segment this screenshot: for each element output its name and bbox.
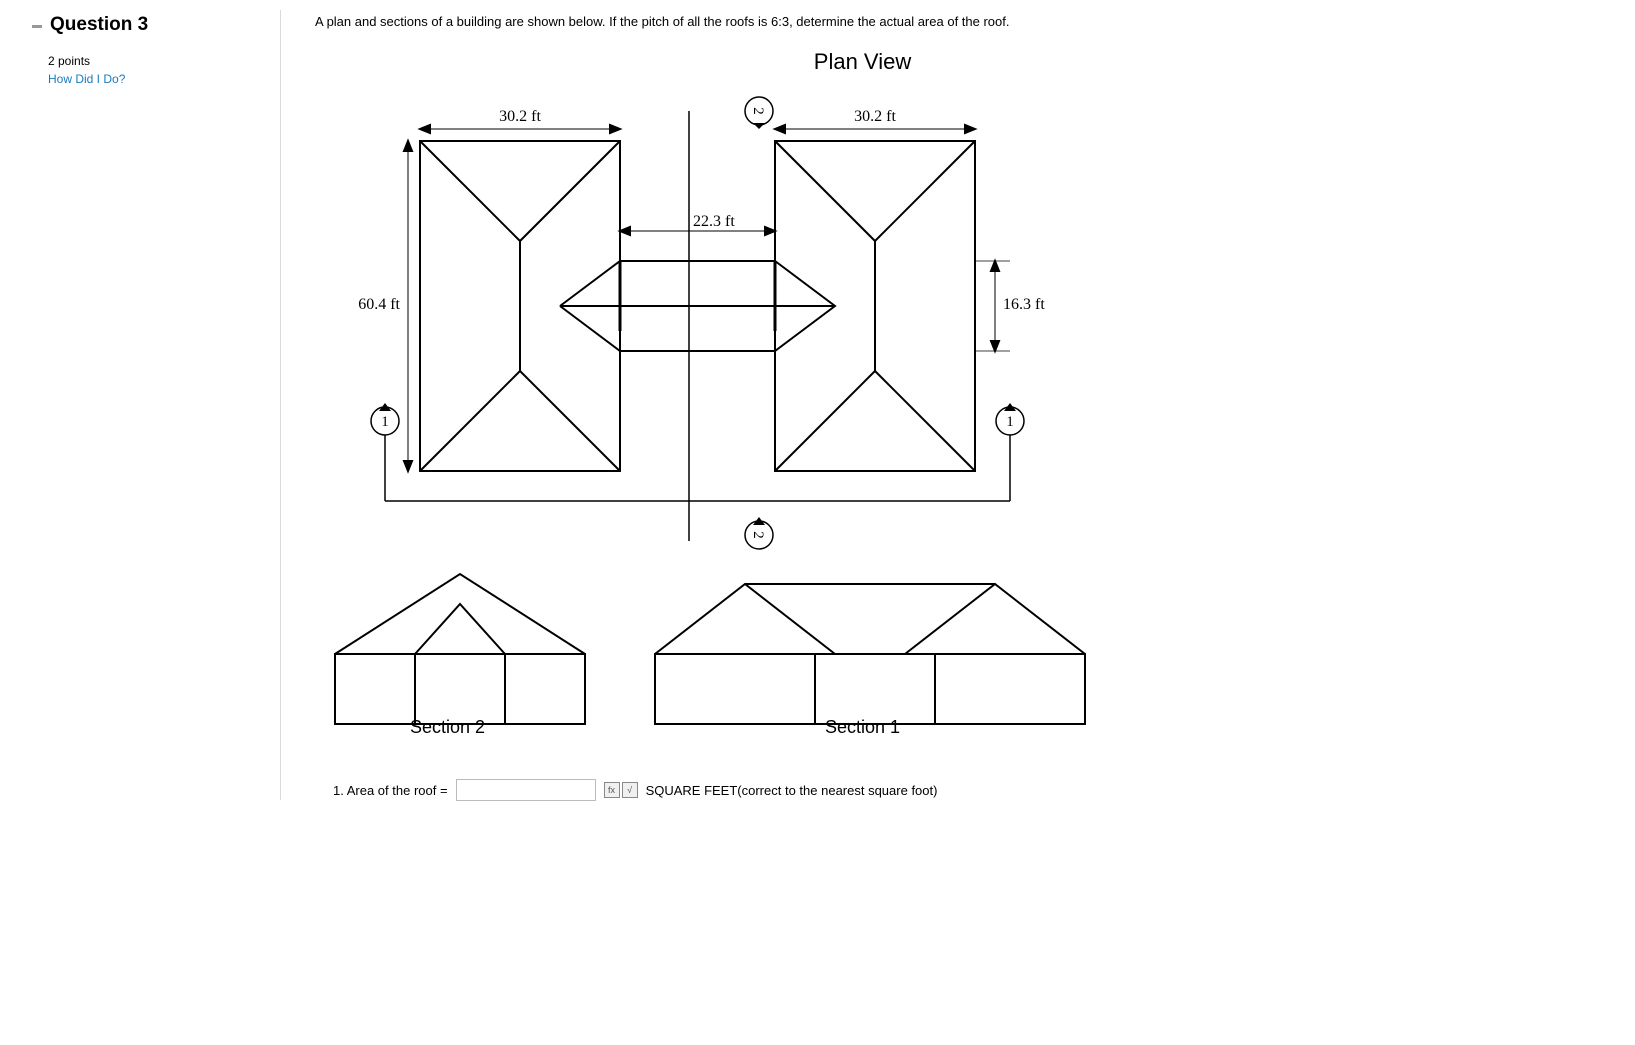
answer-row: 1. Area of the roof = fx √ SQUARE FEET(c… xyxy=(333,779,1555,801)
area-input[interactable] xyxy=(456,779,596,801)
question-body: A plan and sections of a building are sh… xyxy=(315,14,1555,801)
section-marker-2-bottom: 2 xyxy=(750,531,766,539)
section-marker-1-right: 1 xyxy=(1006,414,1014,430)
equation-tools: fx √ xyxy=(604,782,638,798)
question-header[interactable]: ▬ Question 3 xyxy=(48,14,268,36)
vertical-divider xyxy=(280,10,281,800)
plan-view-title: Plan View xyxy=(590,49,1135,75)
dim-right-width: 30.2 ft xyxy=(854,108,896,125)
question-prompt: A plan and sections of a building are sh… xyxy=(315,14,1555,29)
question-title: Question 3 xyxy=(50,14,148,36)
question-sidebar: ▬ Question 3 2 points How Did I Do? xyxy=(0,0,280,98)
equation-editor-icon[interactable]: fx xyxy=(604,782,620,798)
section-1-label: Section 1 xyxy=(825,717,900,738)
equation-help-icon[interactable]: √ xyxy=(622,782,638,798)
section-marker-2-top: 2 xyxy=(750,107,766,115)
collapse-caret-icon[interactable]: ▬ xyxy=(32,20,42,31)
answer-label: 1. Area of the roof = xyxy=(333,783,448,798)
dim-right-mid: 16.3 ft xyxy=(1003,296,1045,313)
figure-container: Plan View xyxy=(315,49,1135,767)
section-2-label: Section 2 xyxy=(410,717,485,738)
dim-mid-length: 22.3 ft xyxy=(693,213,735,230)
plan-view-diagram: 2 2 1 1 30.2 ft 30.2 ft 60.4 ft 22.3 ft xyxy=(315,81,1135,561)
points-label: 2 points xyxy=(48,54,268,68)
dim-left-width: 30.2 ft xyxy=(499,108,541,125)
answer-units: SQUARE FEET(correct to the nearest squar… xyxy=(646,783,938,798)
dim-left-height: 60.4 ft xyxy=(358,296,400,313)
section-marker-1-left: 1 xyxy=(381,414,389,430)
how-did-i-do-link[interactable]: How Did I Do? xyxy=(48,72,268,86)
